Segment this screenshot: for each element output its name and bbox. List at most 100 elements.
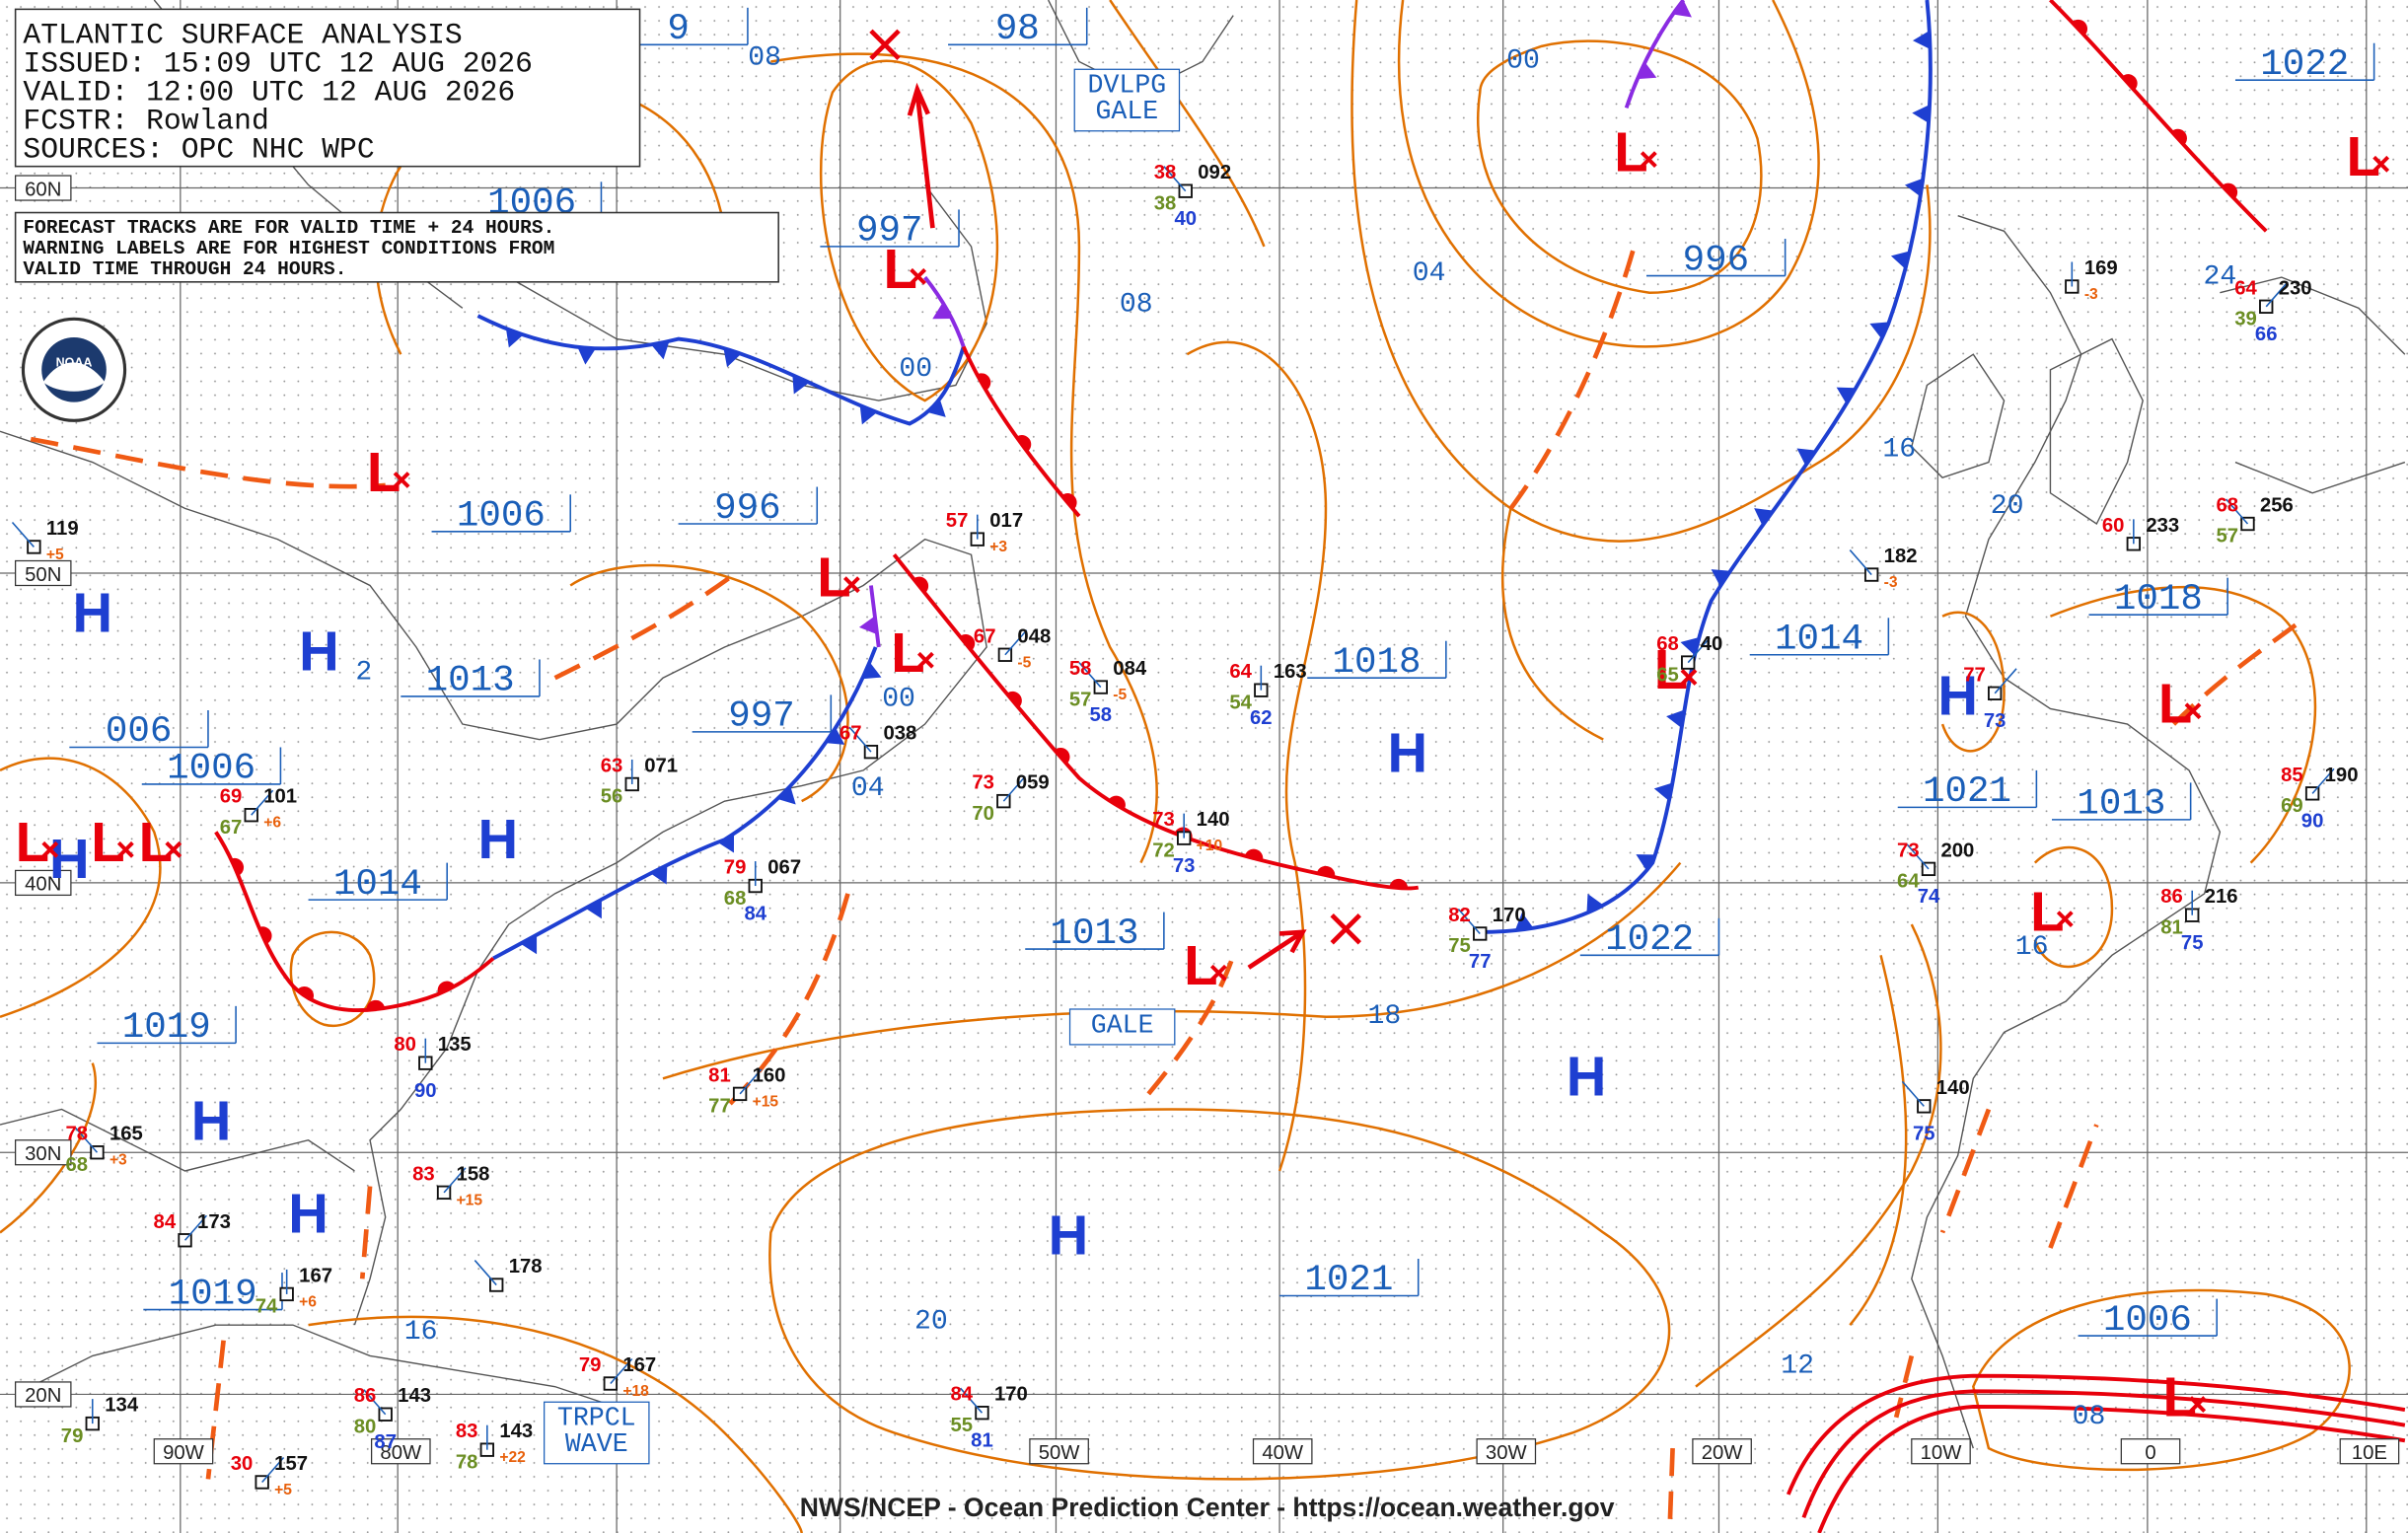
wind-barb — [2311, 767, 2335, 794]
cold-front-symbol — [776, 785, 796, 805]
low-center: L — [2163, 1365, 2197, 1427]
station-t: 67 — [974, 625, 996, 647]
low-x — [165, 840, 182, 858]
pressure-label: 1022 — [1605, 919, 1694, 961]
station-v: 90 — [2301, 811, 2324, 833]
pressure-label: 1022 — [2260, 44, 2349, 86]
station-p: 182 — [1884, 546, 1918, 567]
station-p: 140 — [1197, 809, 1230, 831]
station-t: 58 — [1069, 658, 1092, 680]
low-center: L — [139, 811, 173, 873]
low-x — [1209, 964, 1227, 982]
cold-front-symbol — [1912, 105, 1930, 123]
station-d: 80 — [354, 1416, 377, 1437]
station-d: 57 — [2217, 526, 2239, 548]
label-box — [1073, 68, 1181, 132]
pressure-label: 1019 — [169, 1274, 257, 1315]
station-t: 68 — [1656, 633, 1679, 655]
station-p: 092 — [1198, 162, 1231, 183]
pressure-label: 996 — [1683, 240, 1750, 281]
station-p: 216 — [2205, 886, 2238, 908]
low-x — [2056, 911, 2074, 928]
station-tend: -5 — [1017, 654, 1031, 671]
station-p: 200 — [1940, 840, 1974, 861]
pressure-label: 1006 — [2103, 1300, 2192, 1342]
cold-front-symbol — [861, 662, 882, 680]
station-p: 135 — [438, 1034, 472, 1056]
label-box — [15, 175, 72, 201]
pressure-label: 1019 — [122, 1007, 211, 1049]
station-t: 60 — [2102, 515, 2125, 537]
station-t: 86 — [2160, 886, 2183, 908]
cold-front-symbol — [577, 346, 597, 365]
station-t: 64 — [1229, 661, 1252, 683]
cold-front-symbol — [1711, 569, 1731, 587]
station-p: 165 — [109, 1124, 143, 1145]
station-t: 30 — [231, 1453, 254, 1475]
station-d: 81 — [2160, 916, 2183, 938]
low-x — [2372, 155, 2390, 173]
warm-front-symbol — [2222, 182, 2238, 199]
wind-barb — [1994, 668, 2017, 694]
station-p: 233 — [2146, 515, 2179, 537]
label-box — [1029, 1438, 1089, 1465]
label-box — [1911, 1438, 1971, 1465]
pressure-label: 1013 — [426, 661, 515, 702]
occl-front — [923, 275, 966, 348]
station-v: 77 — [1469, 951, 1492, 973]
cold-front-symbol — [1869, 322, 1889, 339]
cold-front-symbol — [1666, 709, 1685, 729]
wind-barb — [1849, 549, 1872, 576]
station-t: 84 — [154, 1211, 177, 1233]
station-p: 173 — [197, 1211, 231, 1233]
wind-barb — [261, 1456, 285, 1483]
station-tend: -3 — [1884, 574, 1898, 591]
wind-barb — [11, 521, 35, 548]
cold-front-symbol — [1890, 251, 1910, 269]
warm-front-symbol — [2072, 19, 2088, 36]
wind-barb — [363, 1389, 387, 1416]
latitude-label: 60N — [25, 179, 61, 200]
pressure-label: 996 — [714, 488, 781, 530]
station-v: 75 — [2181, 932, 2204, 954]
low-x — [917, 651, 934, 669]
pressure-label: 9 — [667, 9, 690, 50]
wind-barb — [183, 1214, 207, 1241]
longitude-label: 80W — [380, 1442, 422, 1464]
station-tend: +18 — [622, 1383, 649, 1400]
x-markers — [869, 29, 1361, 970]
station-t: 83 — [456, 1421, 478, 1442]
wind-barb — [1901, 1080, 1925, 1107]
station-p: 084 — [1113, 658, 1147, 680]
station-p: 101 — [263, 786, 297, 808]
station-v: 81 — [971, 1430, 993, 1452]
wind-barb — [2226, 498, 2249, 525]
low-x — [1680, 669, 1698, 686]
low-x — [910, 267, 927, 285]
pressure-label: 1006 — [457, 496, 546, 538]
station-p: 170 — [994, 1384, 1028, 1406]
station-p: 163 — [1274, 661, 1307, 683]
wind-barb — [610, 1358, 633, 1385]
station-v: 62 — [1250, 707, 1273, 729]
high-center: H — [1567, 1045, 1607, 1107]
warm-front-symbol — [437, 981, 456, 994]
station-v: 73 — [1984, 710, 2007, 732]
header-line: VALID: 12:00 UTC 12 AUG 2026 — [23, 76, 515, 110]
station-t: 77 — [1963, 664, 1986, 686]
station-p: 059 — [1016, 772, 1050, 794]
isobar-value: 12 — [1781, 1351, 1814, 1382]
low-center: L — [91, 811, 124, 873]
station-p: 119 — [46, 518, 79, 540]
cold-front-symbol — [1912, 31, 1931, 49]
station-t: 57 — [946, 510, 969, 532]
station-t: 82 — [1448, 905, 1471, 926]
station-d: 68 — [65, 1154, 88, 1176]
low-center: L — [817, 546, 850, 608]
label-box — [153, 1438, 214, 1465]
high-center: H — [477, 808, 518, 870]
cold-front-symbol — [825, 727, 845, 745]
warm-front-symbol — [1244, 848, 1264, 861]
